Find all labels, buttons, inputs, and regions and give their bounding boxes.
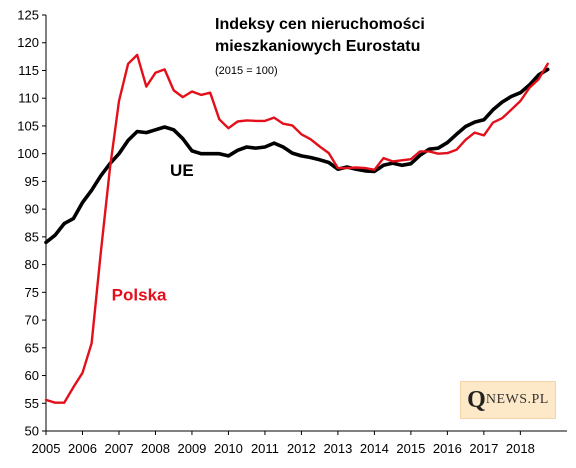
x-tick-label: 2016 bbox=[433, 441, 462, 456]
axes: 50 55 60 65 70 75 80 85 90 95 100 105 110 115 120 125 2… bbox=[17, 8, 567, 456]
x-tick-label: 2011 bbox=[251, 441, 279, 456]
x-tick-label: 2015 bbox=[396, 441, 425, 456]
x-tick-label: 2005 bbox=[32, 441, 61, 456]
y-tick-label: 105 bbox=[17, 118, 39, 133]
x-ticks: 2005 2006 2007 2008 2009 2010 2011 2012 2013 2014… bbox=[32, 431, 535, 456]
x-tick-label: 2017 bbox=[469, 441, 498, 456]
chart-title: Indeksy cen nieruchomości mieszkaniowych … bbox=[215, 16, 425, 55]
x-tick-label: 2012 bbox=[287, 441, 316, 456]
series-line-ue bbox=[44, 67, 550, 245]
x-tick-label: 2006 bbox=[68, 441, 97, 456]
y-tick-label: 110 bbox=[18, 91, 39, 106]
logo-text: NEWS.PL bbox=[485, 392, 549, 407]
y-tick-label: 80 bbox=[25, 257, 39, 272]
y-tick-label: 100 bbox=[17, 146, 39, 161]
y-tick-label: 120 bbox=[17, 35, 39, 50]
x-tick-label: 2009 bbox=[177, 441, 206, 456]
logo-initial: Q bbox=[467, 386, 486, 413]
series-lines bbox=[44, 53, 550, 404]
series-line-polska bbox=[44, 53, 549, 404]
series-label-polska: Polska bbox=[112, 286, 167, 305]
series-labels: UE Polska bbox=[112, 161, 194, 305]
y-tick-label: 90 bbox=[25, 202, 39, 217]
y-tick-label: 75 bbox=[25, 285, 39, 300]
qnews-logo: Q NEWS.PL bbox=[460, 381, 556, 419]
y-tick-label: 50 bbox=[25, 424, 39, 439]
y-tick-label: 115 bbox=[18, 63, 39, 78]
y-tick-label: 70 bbox=[25, 313, 39, 328]
x-tick-label: 2007 bbox=[105, 441, 134, 456]
y-tick-label: 60 bbox=[25, 368, 39, 383]
y-tick-label: 55 bbox=[25, 396, 39, 411]
y-ticks: 50 55 60 65 70 75 80 85 90 95 100 105 110 115 120 125 bbox=[17, 8, 46, 439]
chart-title-line: mieszkaniowych Eurostatu bbox=[215, 38, 420, 55]
x-tick-label: 2008 bbox=[141, 441, 170, 456]
y-tick-label: 85 bbox=[25, 229, 39, 244]
x-tick-label: 2013 bbox=[323, 441, 352, 456]
y-tick-label: 65 bbox=[25, 340, 39, 355]
x-tick-label: 2014 bbox=[360, 441, 389, 456]
y-tick-label: 95 bbox=[25, 174, 39, 189]
x-tick-label: 2018 bbox=[506, 441, 535, 456]
x-tick-label: 2010 bbox=[214, 441, 243, 456]
y-tick-label: 125 bbox=[17, 8, 39, 23]
series-label-ue: UE bbox=[170, 161, 194, 180]
chart-title-line: Indeksy cen nieruchomości bbox=[215, 16, 425, 33]
chart-subtitle: (2015 = 100) bbox=[215, 65, 278, 77]
